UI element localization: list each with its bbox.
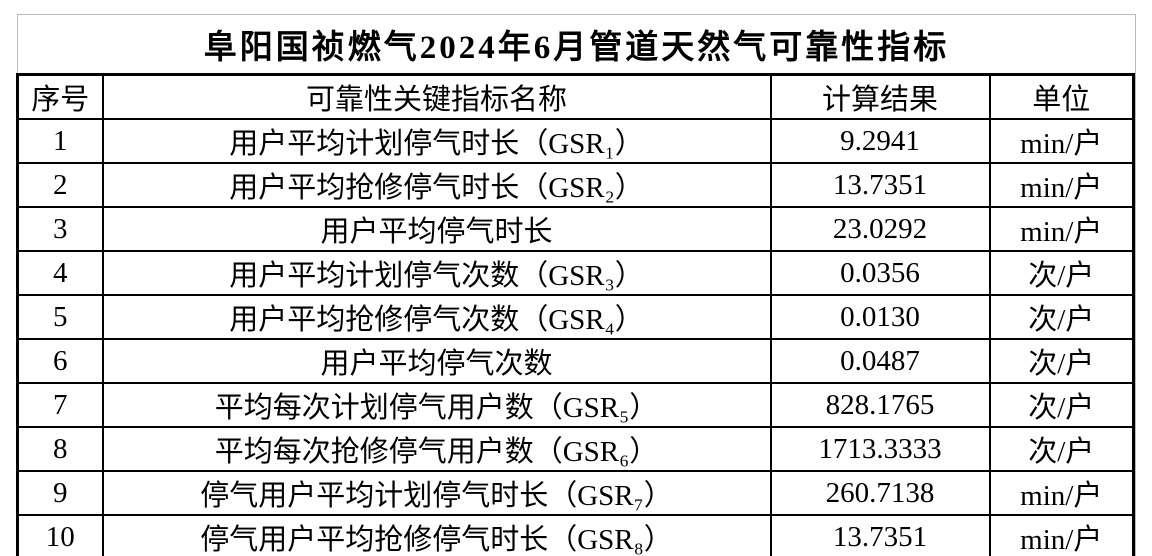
- row-unit-cell: 次/户: [988, 338, 1135, 384]
- row-name-cell: 用户平均停气时长: [101, 206, 772, 252]
- row-name-cell: 平均每次抢修停气用户数（GSR₆）: [101, 426, 772, 472]
- row-no-cell: 6: [16, 338, 104, 384]
- header-indicator-name: 可靠性关键指标名称: [101, 73, 772, 120]
- row-result-cell: 13.7351: [769, 162, 991, 208]
- row-result-cell: 1713.3333: [769, 426, 991, 472]
- row-name-cell: 用户平均停气次数: [101, 338, 772, 384]
- row-result-cell: 260.7138: [769, 470, 991, 516]
- row-name-cell: 用户平均抢修停气时长（GSR₂）: [101, 162, 772, 208]
- row-name-cell: 用户平均抢修停气次数（GSR₄）: [101, 294, 772, 340]
- row-no-cell: 1: [16, 118, 104, 164]
- row-no-cell: 4: [16, 250, 104, 296]
- table-row: 5 用户平均抢修停气次数（GSR₄） 0.0130 次/户: [16, 294, 1135, 340]
- row-no-cell: 10: [16, 514, 104, 556]
- table-row: 2 用户平均抢修停气时长（GSR₂） 13.7351 min/户: [16, 162, 1135, 208]
- row-unit-cell: 次/户: [988, 426, 1135, 472]
- table-row: 4 用户平均计划停气次数（GSR₃） 0.0356 次/户: [16, 250, 1135, 296]
- table-header-row: 序号 可靠性关键指标名称 计算结果 单位: [16, 73, 1135, 120]
- row-result-cell: 0.0130: [769, 294, 991, 340]
- header-result: 计算结果: [769, 73, 991, 120]
- row-result-cell: 9.2941: [769, 118, 991, 164]
- row-name-cell: 用户平均计划停气次数（GSR₃）: [101, 250, 772, 296]
- page-title: 阜阳国祯燃气2024年6月管道天然气可靠性指标: [203, 30, 950, 66]
- row-unit-cell: min/户: [988, 470, 1135, 516]
- row-unit-cell: 次/户: [988, 294, 1135, 340]
- row-no-cell: 7: [16, 382, 104, 428]
- row-unit-cell: 次/户: [988, 382, 1135, 428]
- table-row: 9 停气用户平均计划停气时长（GSR₇） 260.7138 min/户: [16, 470, 1135, 516]
- row-no-cell: 9: [16, 470, 104, 516]
- table-row: 6 用户平均停气次数 0.0487 次/户: [16, 338, 1135, 384]
- row-no-cell: 8: [16, 426, 104, 472]
- row-unit-cell: min/户: [988, 162, 1135, 208]
- row-result-cell: 0.0356: [769, 250, 991, 296]
- row-result-cell: 828.1765: [769, 382, 991, 428]
- row-unit-cell: min/户: [988, 118, 1135, 164]
- table-row: 8 平均每次抢修停气用户数（GSR₆） 1713.3333 次/户: [16, 426, 1135, 472]
- row-name-cell: 停气用户平均计划停气时长（GSR₇）: [101, 470, 772, 516]
- row-result-cell: 13.7351: [769, 514, 991, 556]
- table-row: 1 用户平均计划停气时长（GSR₁） 9.2941 min/户: [16, 118, 1135, 164]
- table-row: 3 用户平均停气时长 23.0292 min/户: [16, 206, 1135, 252]
- row-no-cell: 3: [16, 206, 104, 252]
- table-row: 7 平均每次计划停气用户数（GSR₅） 828.1765 次/户: [16, 382, 1135, 428]
- row-name-cell: 停气用户平均抢修停气时长（GSR₈）: [101, 514, 772, 556]
- row-no-cell: 2: [16, 162, 104, 208]
- header-no: 序号: [16, 73, 104, 120]
- header-unit: 单位: [988, 73, 1135, 120]
- row-result-cell: 0.0487: [769, 338, 991, 384]
- row-unit-cell: 次/户: [988, 250, 1135, 296]
- row-name-cell: 用户平均计划停气时长（GSR₁）: [101, 118, 772, 164]
- row-unit-cell: min/户: [988, 514, 1135, 556]
- row-name-cell: 平均每次计划停气用户数（GSR₅）: [101, 382, 772, 428]
- row-result-cell: 23.0292: [769, 206, 991, 252]
- row-unit-cell: min/户: [988, 206, 1135, 252]
- table-row: 10 停气用户平均抢修停气时长（GSR₈） 13.7351 min/户: [16, 514, 1135, 556]
- row-no-cell: 5: [16, 294, 104, 340]
- reliability-indicators-table: 序号 可靠性关键指标名称 计算结果 单位 1 用户平均计划停气时长（GSR₁） …: [16, 73, 1135, 556]
